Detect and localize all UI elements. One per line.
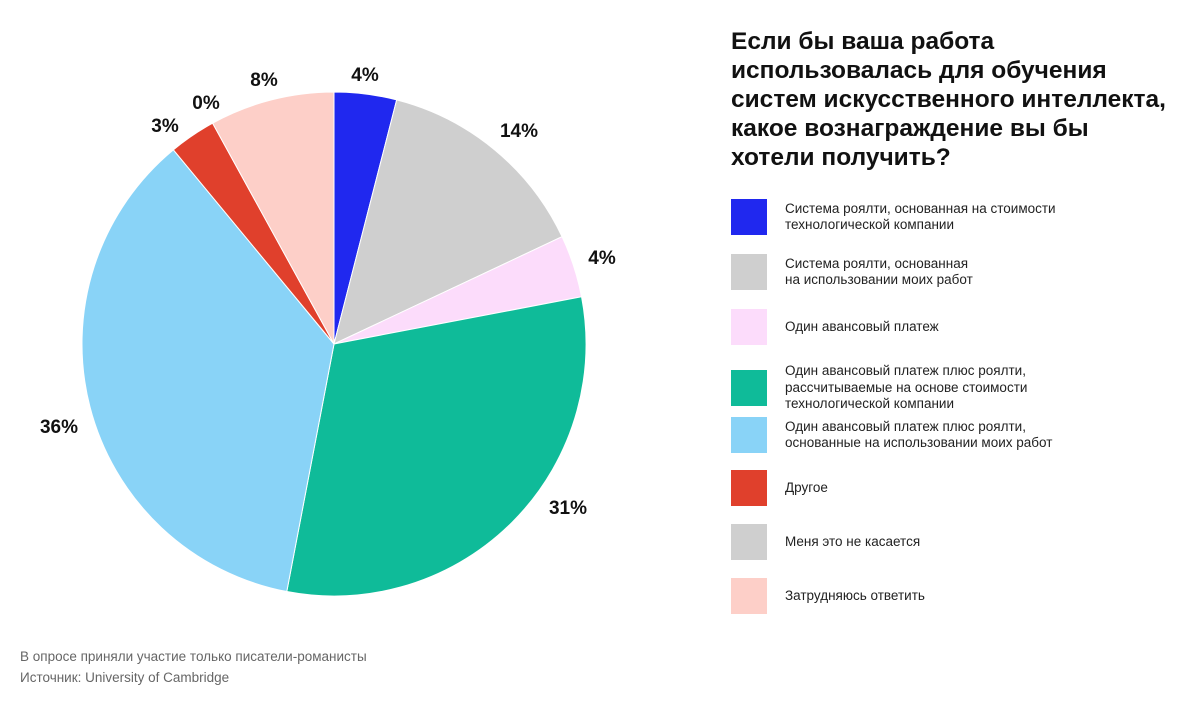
pie-slice <box>211 91 335 345</box>
legend-item: Система роялти, основанная на стоимости … <box>731 199 1056 235</box>
pie-value-label: 0% <box>192 93 220 114</box>
pie-value-labels: 4% 14% 4% 31% 36% 3% 0% 8% <box>40 65 616 519</box>
legend-item: Меня это не касается <box>731 524 920 560</box>
legend-label: Один авансовый платеж плюс роялти, рассч… <box>785 363 1028 411</box>
footnote-source: Источник: University of Cambridge <box>20 670 230 685</box>
legend-item: Другое <box>731 470 828 506</box>
legend-swatch <box>731 578 767 614</box>
legend-swatch <box>731 524 767 560</box>
pie-value-label: 8% <box>250 70 278 91</box>
pie-slice <box>286 296 587 597</box>
legend-item: Один авансовый платеж <box>731 309 939 345</box>
pie-value-label: 14% <box>500 121 538 142</box>
legend-item: Один авансовый платеж плюс роялти, основ… <box>731 417 1052 453</box>
pie-slices <box>81 91 587 597</box>
legend-label: Система роялти, основанная на стоимости … <box>785 200 1056 233</box>
pie-value-label: 36% <box>40 417 78 438</box>
legend-swatch <box>731 470 767 506</box>
legend-item: Затрудняюсь ответить <box>731 578 925 614</box>
pie-chart: 4% 14% 4% 31% 36% 3% 0% 8% <box>40 65 616 597</box>
pie-value-label: 31% <box>549 498 587 519</box>
footnote-note: В опросе приняли участие только писатели… <box>20 649 367 664</box>
legend-item: Система роялти, основанная на использова… <box>731 254 973 290</box>
pie-value-label: 3% <box>151 116 179 137</box>
legend-label: Меня это не касается <box>785 533 921 549</box>
chart-title: Если бы ваша работа использовалась для о… <box>731 28 1166 171</box>
legend-label: Один авансовый платеж <box>785 318 939 334</box>
legend-label: Система роялти, основанная на использова… <box>785 255 973 288</box>
pie-slice <box>81 149 335 593</box>
legend-label: Затрудняюсь ответить <box>785 587 925 603</box>
legend-swatch <box>731 309 767 345</box>
legend-item: Один авансовый платеж плюс роялти, рассч… <box>731 363 1027 413</box>
pie-value-label: 4% <box>351 65 379 86</box>
pie-value-label: 4% <box>588 248 616 269</box>
legend-label: Один авансовый платеж плюс роялти, основ… <box>785 418 1053 451</box>
legend-label: Другое <box>785 479 828 495</box>
legend-swatch <box>731 254 767 290</box>
legend-swatch <box>731 199 767 235</box>
legend-swatch <box>731 417 767 453</box>
pie-slice <box>333 99 563 345</box>
legend-swatch <box>731 369 767 406</box>
